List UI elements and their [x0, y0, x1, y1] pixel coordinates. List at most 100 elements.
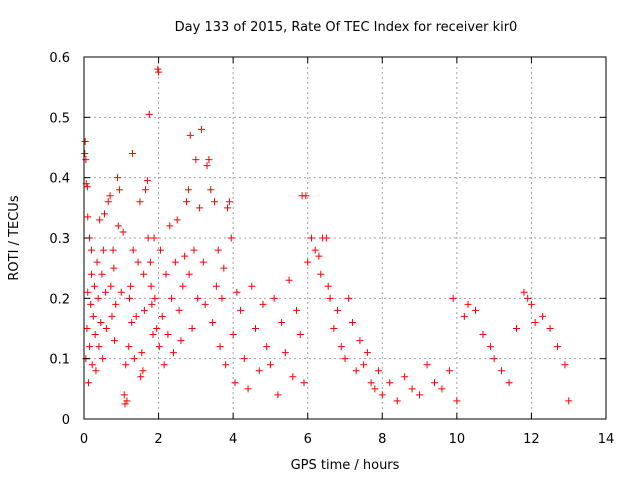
data-point — [125, 343, 133, 351]
data-point — [122, 361, 130, 369]
data-point — [153, 325, 161, 332]
data-points — [81, 65, 573, 408]
data-point — [194, 294, 202, 302]
data-point — [199, 258, 207, 266]
data-point — [527, 300, 535, 308]
data-point — [252, 325, 260, 332]
data-point — [86, 343, 94, 351]
data-point — [175, 306, 183, 314]
data-point — [255, 367, 263, 375]
x-tick-label: 14 — [598, 432, 615, 447]
data-point — [337, 343, 345, 351]
data-point — [102, 288, 110, 296]
data-point — [84, 288, 92, 296]
data-point — [554, 343, 562, 351]
data-point — [101, 210, 109, 218]
data-point — [285, 276, 293, 284]
x-tick-label: 0 — [80, 432, 88, 447]
x-tick-label: 10 — [449, 432, 466, 447]
data-point — [81, 150, 89, 158]
data-point — [460, 312, 468, 320]
data-point — [304, 258, 312, 266]
data-point — [151, 294, 159, 302]
data-point — [445, 367, 453, 375]
data-point — [531, 318, 539, 326]
data-point — [87, 270, 95, 278]
data-point — [145, 110, 153, 118]
y-axis-label: ROTI / TECUs — [7, 195, 22, 280]
data-point — [109, 246, 117, 254]
data-point — [259, 300, 267, 308]
data-point — [248, 282, 256, 290]
data-point — [360, 361, 368, 369]
data-point — [155, 343, 163, 351]
data-point — [203, 162, 211, 170]
data-point — [148, 300, 156, 308]
data-point — [449, 294, 457, 302]
data-point — [334, 306, 342, 314]
data-point — [296, 331, 304, 339]
data-point — [139, 367, 147, 375]
data-point — [211, 198, 218, 206]
data-point — [154, 65, 162, 73]
data-point — [185, 270, 193, 278]
data-point — [233, 288, 241, 296]
data-point — [147, 282, 155, 290]
data-point — [108, 312, 116, 320]
data-point — [214, 246, 222, 254]
data-point — [130, 355, 138, 363]
data-point — [94, 294, 102, 302]
data-point — [146, 258, 154, 266]
data-point — [158, 312, 166, 320]
data-point — [244, 385, 252, 393]
data-point — [140, 306, 148, 314]
data-point — [378, 391, 386, 399]
data-point — [416, 391, 424, 399]
y-tick-label: 0.5 — [49, 111, 70, 126]
data-point — [289, 373, 297, 381]
x-tick-label: 4 — [229, 432, 237, 447]
data-point — [546, 325, 554, 332]
y-tick-label: 0.1 — [49, 353, 70, 368]
data-point — [356, 337, 364, 345]
data-point — [220, 264, 228, 272]
data-point — [505, 379, 513, 387]
data-point — [345, 294, 353, 302]
data-point — [190, 246, 198, 254]
data-point — [438, 385, 446, 393]
data-point — [106, 192, 114, 200]
data-point — [128, 150, 136, 158]
data-point — [177, 337, 185, 345]
data-point — [90, 282, 98, 290]
data-point — [95, 343, 103, 351]
data-point — [92, 367, 100, 375]
data-point — [224, 204, 232, 212]
data-point — [127, 282, 135, 290]
data-point — [173, 216, 181, 224]
data-point — [110, 264, 118, 272]
data-point — [149, 331, 157, 339]
data-point — [207, 186, 215, 194]
data-point — [401, 373, 409, 381]
data-point — [274, 391, 282, 399]
data-point — [209, 318, 217, 326]
data-point — [453, 397, 461, 405]
axis-ticks — [83, 56, 607, 420]
data-point — [322, 234, 330, 242]
data-point — [83, 325, 91, 332]
data-point — [81, 137, 89, 145]
data-point — [136, 198, 144, 206]
data-point — [171, 258, 179, 266]
data-point — [212, 282, 220, 290]
data-point — [205, 156, 213, 164]
data-point — [539, 312, 547, 320]
data-point — [225, 198, 233, 206]
data-point — [352, 367, 360, 375]
data-point — [114, 174, 122, 182]
data-point — [84, 213, 92, 221]
data-point — [367, 379, 375, 387]
data-point — [142, 186, 150, 194]
data-point — [125, 294, 133, 302]
y-tick-label: 0.6 — [49, 51, 70, 66]
